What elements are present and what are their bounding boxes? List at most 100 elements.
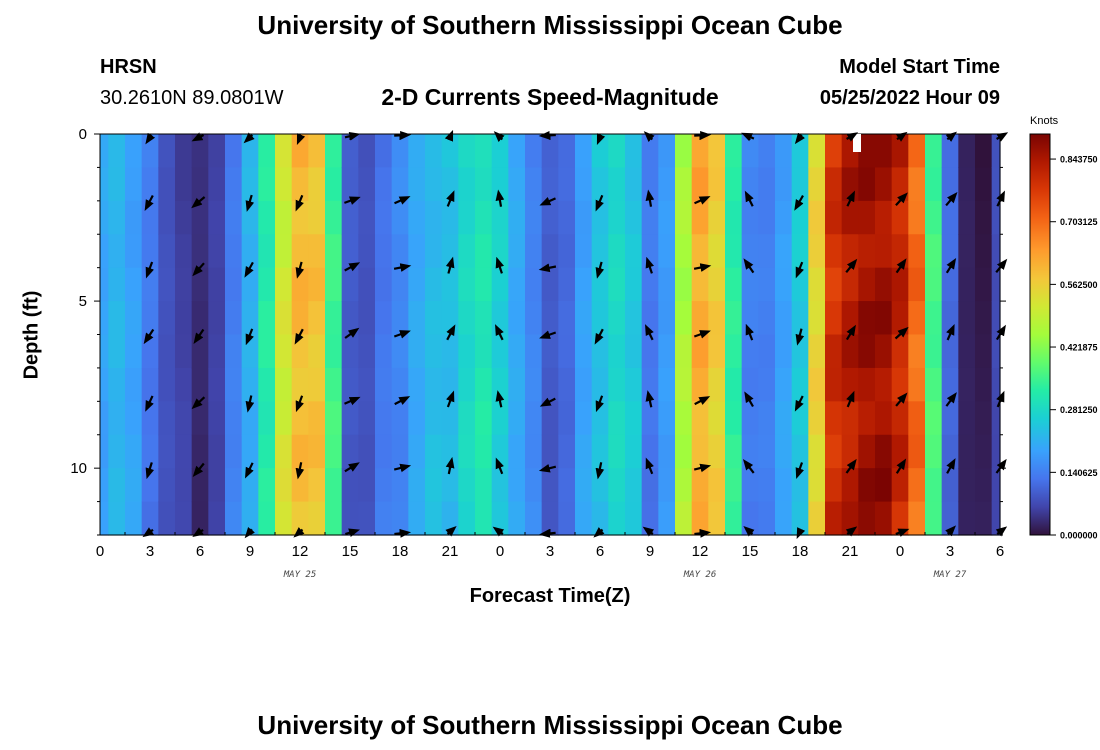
heatmap-cell [625, 134, 643, 169]
heatmap-cell [925, 301, 943, 336]
heatmap-cell [141, 301, 159, 336]
heatmap-cell [275, 200, 293, 235]
heatmap-cell [858, 200, 876, 235]
heatmap-cell [675, 334, 693, 369]
heatmap-cell [741, 401, 759, 436]
current-vector [495, 457, 504, 475]
heatmap-cell [641, 334, 659, 369]
heatmap-cell [975, 434, 993, 469]
heatmap-cell [891, 468, 909, 503]
heatmap-cell [991, 267, 1001, 302]
heatmap-cell [941, 134, 959, 169]
heatmap-cell [525, 367, 543, 402]
x-tick-label: 12 [292, 543, 309, 560]
heatmap-cell [425, 267, 443, 302]
date-label: MAY 25 [283, 570, 317, 580]
heatmap-cell [541, 434, 559, 469]
heatmap-cell [125, 501, 143, 536]
heatmap-cell [208, 468, 226, 503]
heatmap-cell [425, 401, 443, 436]
heatmap-cell [225, 334, 243, 369]
heatmap-cell [575, 367, 593, 402]
heatmap-cell [675, 234, 693, 269]
heatmap-cell [308, 468, 326, 503]
heatmap-cell [808, 234, 826, 269]
heatmap-cell [425, 367, 443, 402]
heatmap-cell [508, 200, 526, 235]
heatmap-cell [125, 434, 143, 469]
heatmap-cell [575, 468, 593, 503]
heatmap-cell [541, 167, 559, 202]
heatmap-cell [258, 334, 276, 369]
heatmap-cell [625, 501, 643, 536]
heatmap-cell [341, 334, 359, 369]
heatmap-cell [641, 468, 659, 503]
heatmap-cell [291, 468, 309, 503]
heatmap-cell [358, 401, 376, 436]
heatmap-cell [525, 501, 543, 536]
current-vector [143, 328, 155, 345]
heatmap-cell [141, 234, 159, 269]
heatmap-cell [208, 401, 226, 436]
heatmap-cell [775, 167, 793, 202]
heatmap-cell [325, 434, 343, 469]
heatmap-cell [100, 167, 109, 202]
heatmap-cell [225, 134, 243, 169]
heatmap-cell [641, 367, 659, 402]
heatmap-cell [608, 434, 626, 469]
colorbar-tick-label: 0.140625 [1060, 468, 1098, 478]
heatmap-cell [908, 267, 926, 302]
heatmap-cell [158, 367, 176, 402]
heatmap-cell [100, 367, 109, 402]
heatmap-cell [591, 434, 609, 469]
heatmap-cell [408, 367, 426, 402]
heatmap-cell [175, 367, 193, 402]
heatmap-cell [908, 434, 926, 469]
heatmap-cell [991, 234, 1001, 269]
heatmap-cell [258, 401, 276, 436]
heatmap-cell [891, 267, 909, 302]
heatmap-cell [475, 401, 493, 436]
colorbar-tick-label: 0.703125 [1060, 217, 1098, 227]
heatmap-cell [458, 367, 476, 402]
heatmap-cell [225, 468, 243, 503]
heatmap-cell [808, 401, 826, 436]
heatmap-cell [225, 501, 243, 536]
heatmap-cell [675, 434, 693, 469]
heatmap-cell [175, 234, 193, 269]
page-title-bottom: University of Southern Mississippi Ocean… [257, 710, 843, 740]
heatmap-cell [225, 401, 243, 436]
current-vector [538, 463, 557, 473]
heatmap-chart: 0 3 6 9 12 15 18 21 0 3 6 9 12 15 18 21 0 3 6 MAY 25 MAY 26 M… [70, 115, 1098, 580]
heatmap-cell [775, 334, 793, 369]
heatmap-cell [575, 434, 593, 469]
heatmap-cell [425, 234, 443, 269]
heatmap-cell [125, 167, 143, 202]
heatmap-cell [741, 334, 759, 369]
heatmap-cell [225, 367, 243, 402]
heatmap-cell [508, 501, 526, 536]
heatmap-cell [108, 167, 126, 202]
heatmap-cell [758, 301, 776, 336]
heatmap-cell [708, 434, 726, 469]
heatmap-cell [475, 301, 493, 336]
heatmap-cell [275, 301, 293, 336]
heatmap-cell [808, 501, 826, 536]
heatmap-cell [258, 234, 276, 269]
heatmap-cell [991, 501, 1001, 536]
current-vector [495, 189, 505, 207]
heatmap-cell [541, 234, 559, 269]
heatmap-cell [108, 401, 126, 436]
heatmap-cell [825, 301, 843, 336]
heatmap-cell [875, 401, 893, 436]
heatmap-cell [741, 434, 759, 469]
heatmap-cell [141, 401, 159, 436]
heatmap-cell [608, 134, 626, 169]
heatmap-cell [475, 200, 493, 235]
current-vector [895, 192, 908, 206]
heatmap-cell [558, 334, 576, 369]
heatmap-cell [391, 401, 409, 436]
current-vector [538, 263, 557, 273]
heatmap-cell [100, 200, 109, 235]
heatmap-cell [100, 267, 109, 302]
